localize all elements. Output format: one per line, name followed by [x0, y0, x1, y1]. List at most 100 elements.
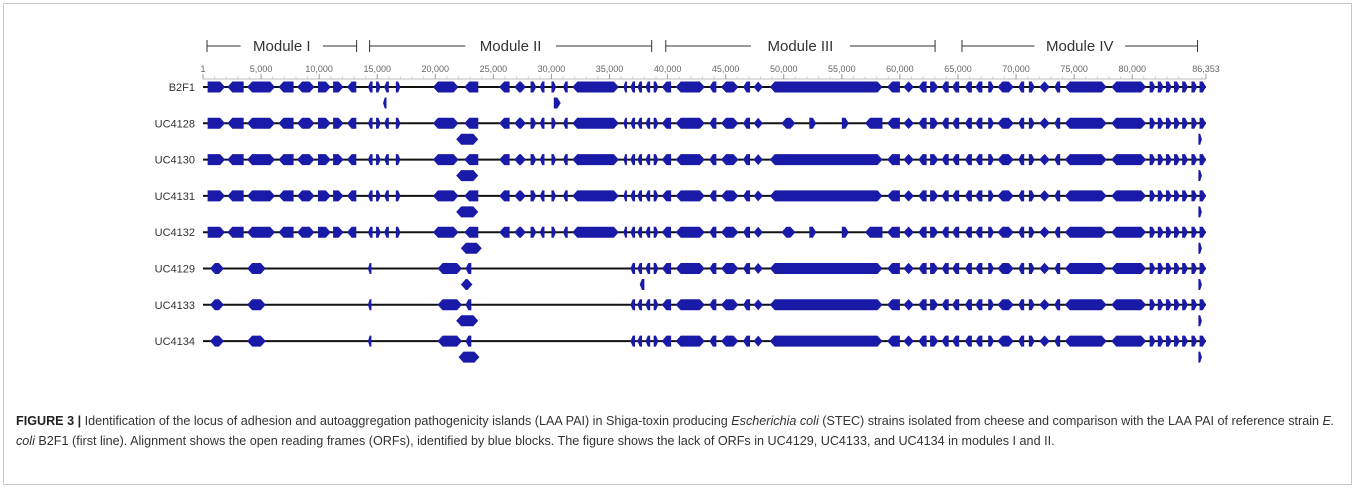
orf-block — [333, 117, 344, 129]
orf-block — [809, 226, 817, 238]
orf-block — [918, 81, 927, 93]
orf-block — [887, 299, 900, 311]
orf-block — [988, 81, 994, 93]
orf-block — [1191, 154, 1198, 166]
orf-block — [988, 190, 994, 202]
orf-block-lower — [1198, 279, 1202, 290]
orf-block — [997, 335, 1014, 347]
orf-block — [1064, 81, 1107, 93]
orf-block — [964, 81, 972, 93]
orf-block — [1165, 299, 1172, 311]
orf-block-lower — [456, 315, 479, 327]
orf-block — [887, 335, 900, 347]
orf-block-lower — [460, 279, 473, 290]
orf-block — [918, 299, 927, 311]
strain-track-uc4129: UC4129 — [155, 263, 1206, 290]
orf-block — [941, 335, 949, 347]
orf-block — [743, 81, 751, 93]
orf-block — [964, 335, 972, 347]
orf-block — [1054, 117, 1061, 129]
orf-block — [630, 190, 636, 202]
orf-block — [865, 117, 883, 129]
orf-block — [630, 263, 636, 274]
orf-block — [623, 117, 627, 129]
axis-tick-label: 80,000 — [1118, 64, 1146, 74]
orf-block — [1111, 335, 1147, 347]
orf-block — [1039, 299, 1050, 311]
orf-block — [637, 335, 643, 347]
orf-block — [997, 190, 1014, 202]
orf-block — [317, 154, 331, 166]
orf-block — [1028, 81, 1035, 93]
orf-block — [721, 117, 739, 129]
orf-block — [645, 117, 651, 129]
axis-tick-label: 50,000 — [770, 64, 798, 74]
orf-block — [952, 81, 960, 93]
axis-tick-label: 30,000 — [538, 64, 566, 74]
orf-block — [1199, 117, 1206, 129]
orf-block — [347, 154, 357, 166]
orf-block — [753, 154, 763, 166]
orf-block — [941, 117, 949, 129]
orf-block — [1064, 117, 1107, 129]
orf-block — [964, 299, 972, 311]
orf-block — [367, 154, 373, 166]
orf-block — [395, 190, 401, 202]
orf-block — [333, 81, 344, 93]
orf-block — [930, 190, 939, 202]
orf-block-lower — [1198, 315, 1202, 327]
orf-block — [1018, 154, 1025, 166]
module-brackets: Module I Module II Module III Module IV — [206, 38, 1199, 55]
orf-block — [753, 190, 763, 202]
orf-block — [1199, 154, 1206, 166]
orf-block — [721, 226, 739, 238]
orf-block — [317, 117, 331, 129]
orf-block — [1018, 335, 1025, 347]
orf-block — [941, 81, 949, 93]
orf-block — [769, 154, 883, 166]
orf-block — [1182, 335, 1188, 347]
orf-block — [887, 154, 900, 166]
orf-block — [1018, 226, 1025, 238]
orf-block — [227, 117, 244, 129]
orf-block — [1028, 299, 1035, 311]
module-label: Module III — [767, 38, 833, 55]
orf-block — [1165, 190, 1172, 202]
orf-block — [964, 190, 972, 202]
axis-tick-label: 70,000 — [1002, 64, 1030, 74]
orf-block — [367, 299, 372, 311]
orf-block — [514, 117, 526, 129]
orf-block — [903, 190, 914, 202]
orf-block — [709, 190, 717, 202]
orf-block — [887, 190, 900, 202]
module-bracket-4: Module IV — [961, 38, 1199, 55]
axis-tick-label: 45,000 — [712, 64, 740, 74]
orf-block — [952, 226, 960, 238]
orf-block — [1028, 117, 1035, 129]
orf-block — [1199, 263, 1206, 274]
orf-block — [623, 190, 627, 202]
orf-block — [464, 190, 479, 202]
orf-block — [563, 81, 568, 93]
orf-block — [530, 154, 537, 166]
orf-block — [661, 81, 672, 93]
orf-block — [1039, 81, 1050, 93]
orf-block — [1028, 335, 1035, 347]
orf-block — [317, 226, 331, 238]
orf-block — [988, 117, 994, 129]
orf-block — [1157, 154, 1164, 166]
orf-block — [1191, 226, 1198, 238]
orf-block — [918, 335, 927, 347]
axis-tick-label: 40,000 — [654, 64, 682, 74]
orf-block — [384, 190, 389, 202]
strain-label: B2F1 — [169, 82, 195, 94]
orf-block — [499, 117, 510, 129]
orf-block — [1054, 263, 1061, 274]
orf-block — [347, 117, 357, 129]
orf-block — [653, 81, 659, 93]
orf-block — [563, 226, 568, 238]
orf-block — [887, 226, 900, 238]
orf-block — [1165, 117, 1172, 129]
orf-block — [1191, 335, 1198, 347]
orf-block — [743, 117, 751, 129]
